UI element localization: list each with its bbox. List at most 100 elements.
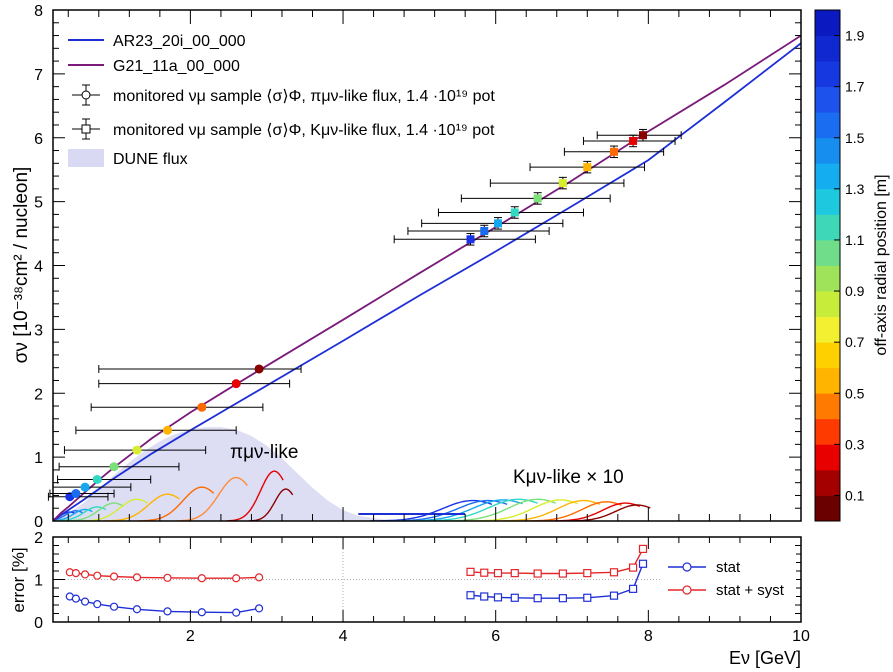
error-marker bbox=[232, 574, 241, 583]
colorbar-frame bbox=[814, 9, 841, 522]
colorbar-cell-10 bbox=[815, 239, 840, 266]
top-ytick-label-1: 1 bbox=[34, 450, 43, 467]
error-marker bbox=[80, 570, 90, 579]
pi-point-9 bbox=[98, 364, 302, 374]
pi-flux-bin-7 bbox=[138, 486, 215, 521]
colorbar: 0.1 0.3 0.5 0.7 0.9 1.1 1.3 1.5 1.7 1.9 off-axis … bbox=[814, 9, 890, 522]
colorbar-tick-label-3: 0.7 bbox=[845, 334, 865, 350]
colorbar-tick-label-2: 0.5 bbox=[845, 385, 865, 401]
pi-flux-bin-8 bbox=[176, 476, 248, 521]
colorbar-cell-8 bbox=[815, 291, 840, 317]
pi-point-6 bbox=[75, 425, 237, 435]
error-legend-marker-1 bbox=[682, 585, 692, 595]
pi-flux-bin-1 bbox=[53, 510, 83, 521]
error-marker bbox=[510, 569, 519, 578]
colorbar-cells bbox=[815, 10, 840, 522]
error-marker bbox=[493, 593, 503, 602]
k-marker-3 bbox=[510, 208, 519, 217]
top-y-axis-label: σν [10⁻³⁸cm² / nucleon] bbox=[11, 167, 32, 364]
pi-point-3 bbox=[57, 474, 152, 484]
bottom-ytick-label-2: 2 bbox=[34, 530, 43, 547]
error-marker bbox=[71, 594, 80, 603]
x-axis-label: Eν [GeV] bbox=[729, 648, 801, 668]
pi-marker-3 bbox=[92, 474, 102, 484]
colorbar-ticks: 0.1 0.3 0.5 0.7 0.9 1.1 1.3 1.5 1.7 1.9 bbox=[834, 28, 865, 503]
data-points bbox=[47, 128, 682, 502]
k-marker-9 bbox=[639, 131, 648, 140]
top-axes: 0 1 2 3 4 5 6 7 8 bbox=[34, 3, 802, 531]
error-line-1 bbox=[69, 571, 260, 579]
colorbar-tick-label-7: 1.5 bbox=[845, 130, 865, 146]
dune-flux-band bbox=[53, 427, 420, 521]
legend-entry-2: monitored νμ sample ⟨σ⟩Φ, πμν-like flux,… bbox=[72, 84, 495, 106]
error-marker bbox=[558, 569, 567, 578]
top-ytick-label-6: 6 bbox=[34, 131, 43, 148]
pi-point-2 bbox=[52, 482, 132, 492]
error-marker bbox=[93, 571, 102, 580]
error-marker bbox=[533, 569, 542, 578]
colorbar-tick-label-0: 0.1 bbox=[845, 487, 865, 503]
colorbar-cell-7 bbox=[815, 316, 840, 343]
pi-flux-bin-9 bbox=[226, 470, 284, 521]
legend-label-4: DUNE flux bbox=[113, 151, 188, 168]
bottom-y-axis-label: error [%] bbox=[9, 547, 28, 612]
error-legend-box bbox=[662, 553, 796, 603]
pi-marker-9 bbox=[254, 364, 264, 374]
error-panel: 0 1 2 2 4 6 8 10 error [%] Eν [GeV] stat stat + … bbox=[9, 530, 810, 668]
error-marker bbox=[163, 573, 172, 582]
colorbar-cell-13 bbox=[815, 163, 840, 190]
bottom-ytick-label-1: 1 bbox=[34, 573, 43, 590]
k-marker-1 bbox=[480, 227, 489, 236]
top-ytick-label-7: 7 bbox=[34, 67, 43, 84]
error-marker bbox=[628, 584, 638, 593]
k-marker-8 bbox=[629, 136, 638, 145]
top-ytick-label-2: 2 bbox=[34, 386, 43, 403]
k-point-7 bbox=[563, 145, 665, 159]
colorbar-cell-14 bbox=[815, 137, 840, 164]
colorbar-tick-label-4: 0.9 bbox=[845, 283, 865, 299]
k-point-3 bbox=[437, 206, 584, 219]
colorbar-tick-label-5: 1.1 bbox=[845, 232, 865, 248]
top-ytick-label-8: 8 bbox=[34, 3, 43, 20]
error-marker bbox=[628, 563, 638, 572]
error-legend: stat stat + syst bbox=[668, 559, 785, 599]
legend-entry-3: monitored νμ sample ⟨σ⟩Φ, Kμν-like flux,… bbox=[72, 118, 495, 140]
error-legend-entry-1: stat + syst bbox=[668, 582, 785, 599]
k-like-annotation: Kμν-like × 10 bbox=[513, 467, 624, 488]
top-ytick-label-5: 5 bbox=[34, 195, 43, 212]
k-marker-4 bbox=[533, 194, 542, 203]
pi-point-7 bbox=[90, 402, 264, 412]
error-marker bbox=[609, 591, 619, 600]
legend-label-2: monitored νμ sample ⟨σ⟩Φ, πμν-like flux,… bbox=[113, 88, 495, 105]
error-marker bbox=[466, 591, 475, 600]
error-marker bbox=[93, 600, 102, 609]
model-curves bbox=[53, 34, 801, 521]
error-marker bbox=[109, 572, 119, 581]
bottom-axes: 0 1 2 2 4 6 8 10 bbox=[34, 530, 810, 645]
error-legend-marker-0 bbox=[682, 562, 692, 572]
k-flux-bin-7 bbox=[523, 501, 622, 521]
x-tick-label-2: 6 bbox=[491, 628, 500, 645]
legend-entry-4: DUNE flux bbox=[68, 149, 188, 168]
error-marker bbox=[609, 568, 619, 577]
legend-entry-0: AR23_20i_00_000 bbox=[68, 33, 246, 50]
error-line-2 bbox=[470, 563, 644, 599]
pi-marker-4 bbox=[109, 462, 119, 472]
colorbar-cell-1 bbox=[815, 469, 840, 496]
error-marker bbox=[533, 594, 542, 603]
pi-marker-6 bbox=[162, 425, 172, 435]
k-point-6 bbox=[529, 160, 646, 174]
colorbar-cell-2 bbox=[815, 444, 840, 471]
pi-point-1 bbox=[49, 489, 115, 499]
model-curve-1 bbox=[53, 34, 801, 521]
colorbar-cell-12 bbox=[815, 188, 840, 215]
k-point-1 bbox=[407, 224, 550, 238]
colorbar-cell-9 bbox=[815, 265, 840, 292]
legend-entry-1: G21_11a_00_000 bbox=[68, 58, 240, 75]
error-marker bbox=[558, 594, 567, 603]
error-marker bbox=[480, 592, 489, 601]
colorbar-cell-0 bbox=[815, 495, 840, 522]
error-legend-entry-0: stat bbox=[668, 559, 741, 576]
error-line-0 bbox=[69, 595, 260, 614]
